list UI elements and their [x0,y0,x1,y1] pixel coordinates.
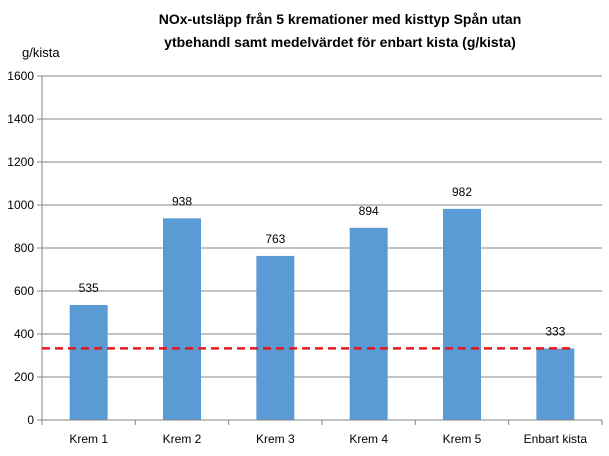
x-tick-label: Krem 5 [443,432,482,446]
data-labels: 535 938 763 894 982 333 [79,185,566,339]
bar [443,208,481,420]
data-label: 535 [79,281,99,295]
bar [69,304,108,420]
data-label: 894 [359,204,379,218]
y-tick-label: 1400 [7,112,34,126]
gridlines [42,75,602,378]
y-tick-label: 200 [14,370,34,384]
y-tick-label: 1000 [7,198,34,212]
y-tick-label: 800 [14,241,34,255]
data-label: 333 [545,324,565,338]
chart-title-line-2: ytbehandl samt medelvärdet för enbart ki… [164,34,516,50]
y-tick-label: 600 [14,284,34,298]
x-tick-label: Krem 4 [349,432,388,446]
chart-title: NOx-utsläpp från 5 kremationer med kistt… [60,8,609,54]
y-tick-label: 0 [27,413,34,427]
x-tick-label: Krem 2 [163,432,202,446]
chart-title-line-1: NOx-utsläpp från 5 kremationer med kistt… [158,11,522,27]
y-tick-label: 1600 [7,69,34,83]
data-label: 938 [172,194,192,208]
bars [69,208,575,420]
y-axis-label: g/kista [22,45,60,60]
x-tick-label: Enbart kista [524,432,588,446]
bar [349,227,388,420]
x-tick-label: Krem 1 [69,432,108,446]
bar [256,255,295,420]
x-tick-label: Krem 3 [256,432,295,446]
y-axis: 0 200 400 600 800 1000 1200 1400 1600 [7,69,43,427]
x-axis: Krem 1 Krem 2 Krem 3 Krem 4 Krem 5 Enbart kis… [41,419,603,446]
y-tick-label: 1200 [7,155,34,169]
bar [536,348,575,420]
bar [163,218,201,420]
data-label: 763 [265,232,285,246]
data-label: 982 [452,185,472,199]
y-tick-label: 400 [14,327,34,341]
